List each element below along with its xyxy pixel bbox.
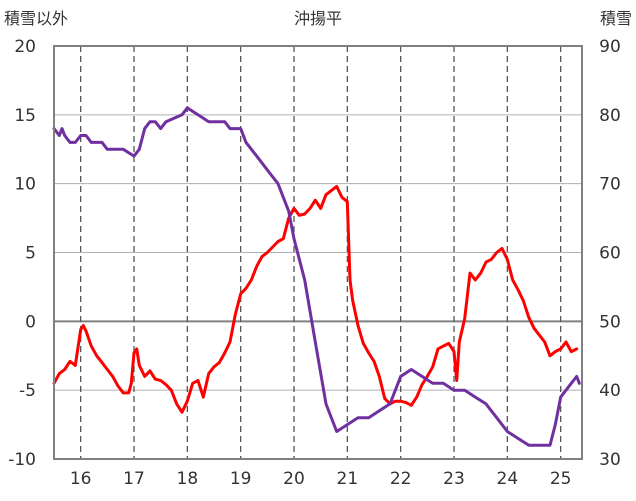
series-line-2 [52,106,581,447]
x-tick-label: 22 [390,469,412,489]
plot-frame [53,45,583,460]
series-layer [52,106,581,447]
right-tick-label: 60 [599,244,621,264]
left-axis-title: 積雪以外 [4,9,68,28]
series-line-1 [52,184,579,414]
x-tick-label: 16 [70,469,92,489]
right-tick-label: 40 [599,381,621,401]
x-tick-label: 25 [550,469,572,489]
x-tick-label: 23 [443,469,465,489]
left-tick-label: 10 [14,175,36,195]
right-tick-label: 50 [599,312,621,332]
x-tick-label: 20 [283,469,305,489]
x-tick-label: 19 [230,469,252,489]
x-tick-label: 24 [497,469,519,489]
gridlines [54,45,582,460]
left-tick-label: 20 [14,37,36,57]
x-tick-labels: 16 17 18 19 20 21 22 23 24 25 [70,469,572,489]
right-tick-label: 70 [599,175,621,195]
right-axis-title: 積雪 [600,9,632,28]
x-tick-label: 18 [177,469,199,489]
left-tick-labels: 20 15 10 5 0 -5 -10 [8,37,36,470]
x-tick-label: 17 [123,469,145,489]
left-tick-label: 5 [25,244,36,264]
left-tick-label: -10 [8,450,36,470]
left-tick-label: -5 [19,381,36,401]
left-tick-label: 15 [14,106,36,126]
left-tick-label: 0 [25,312,36,332]
right-tick-label: 30 [599,450,621,470]
chart-title: 沖揚平 [294,9,342,28]
right-tick-labels: 90 80 70 60 50 40 30 [599,37,621,470]
right-tick-label: 90 [599,37,621,57]
x-tick-label: 21 [337,469,359,489]
right-tick-label: 80 [599,106,621,126]
